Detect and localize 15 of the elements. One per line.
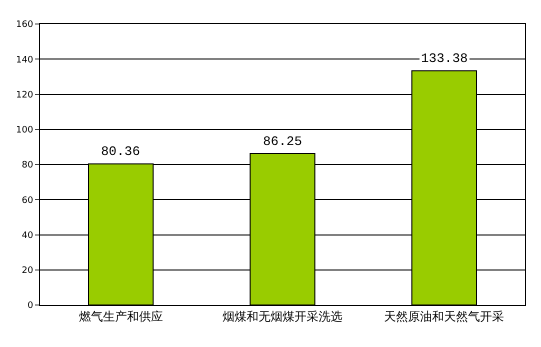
y-tick-label: 100 [16,126,34,136]
y-tick-label: 120 [16,90,34,100]
y-tick-label: 0 [27,301,34,312]
data-label: 86.25 [263,134,302,149]
y-tick-label: 80 [22,160,34,171]
y-tick-label: 140 [16,55,34,66]
x-tick-label: 燃气生产和供应 [78,309,163,324]
y-tick-label: 60 [22,196,34,206]
y-tick-label: 20 [22,266,34,276]
data-label: 80.36 [101,144,140,159]
x-tick-label: 天然原油和天然气开采 [384,309,504,324]
x-tick-label: 烟煤和无烟煤开采洗选 [222,309,342,324]
data-label: 133.38 [421,51,468,66]
y-tick-label: 40 [22,230,34,241]
y-tick-label: 160 [16,20,34,30]
